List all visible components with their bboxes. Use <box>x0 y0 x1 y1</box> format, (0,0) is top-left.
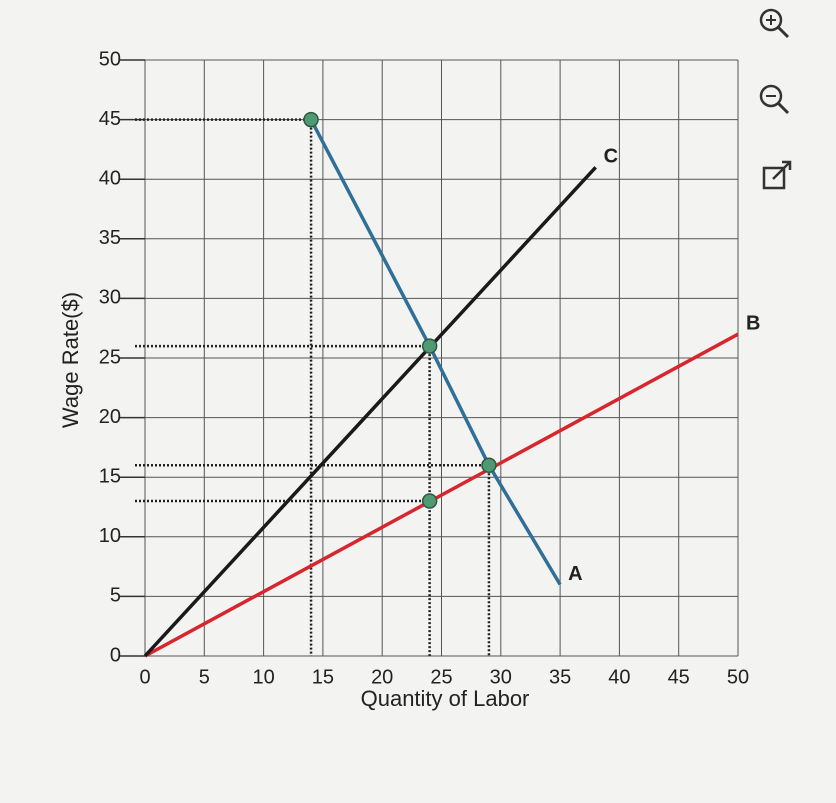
point <box>421 493 438 509</box>
x-tick-label: 20 <box>371 666 393 688</box>
series-line <box>309 118 562 586</box>
y-tick-label: 10 <box>99 525 121 547</box>
y-tick-label: 35 <box>99 227 121 249</box>
zoom-out[interactable] <box>759 84 790 115</box>
x-tick-label: 15 <box>312 666 334 688</box>
y-tick-label: 0 <box>110 644 121 666</box>
x-tick-label: 35 <box>549 666 571 688</box>
y-tick-label: 15 <box>99 465 121 487</box>
y-tick-label: 45 <box>99 108 121 130</box>
y-tick-label: 25 <box>99 346 121 368</box>
series-line <box>144 332 739 658</box>
series-line <box>143 166 597 658</box>
zoom-in[interactable] <box>759 8 790 39</box>
plot-area: 0 5 10 15 20 25 30 35 40 45 50 0 5 10 15 20 25 30 35 40 45 50… <box>99 48 761 688</box>
y-tick-label: 50 <box>99 48 121 70</box>
point <box>481 457 497 474</box>
x-tick-label: 0 <box>139 666 150 688</box>
x-tick-label: 10 <box>252 666 274 688</box>
x-tick-label: 45 <box>668 666 690 688</box>
x-tick-label: 25 <box>430 666 452 688</box>
x-tick-label: 30 <box>490 666 512 688</box>
x-tick-label: 5 <box>199 666 210 688</box>
open-external[interactable] <box>762 160 792 190</box>
series-label: B <box>746 312 760 334</box>
point <box>421 338 438 354</box>
x-axis-label: Quantity of Labor <box>361 686 530 711</box>
y-tick-label: 40 <box>99 167 121 189</box>
x-tick-label: 50 <box>727 666 749 688</box>
point <box>303 111 319 128</box>
y-tick-label: 20 <box>99 406 121 428</box>
series-label: A <box>568 563 582 585</box>
x-tick-label: 40 <box>608 666 630 688</box>
y-axis-label: Wage Rate($) <box>58 292 83 428</box>
series-label: C <box>604 146 618 168</box>
y-tick-label: 5 <box>110 585 121 607</box>
y-tick-label: 30 <box>99 287 121 309</box>
